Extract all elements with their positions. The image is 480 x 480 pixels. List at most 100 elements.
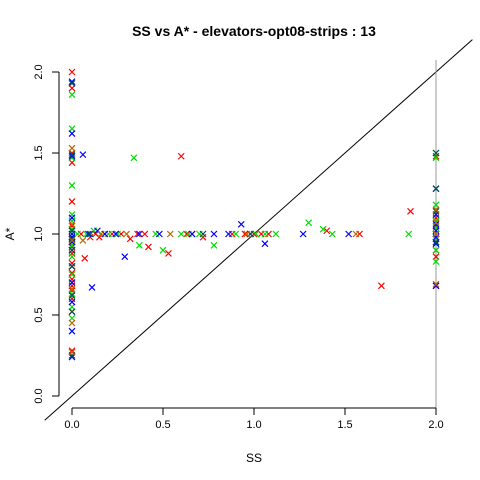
data-point bbox=[68, 347, 76, 355]
data-point bbox=[114, 230, 121, 238]
data-point bbox=[79, 237, 87, 244]
data-point bbox=[68, 181, 76, 189]
data-point bbox=[68, 214, 76, 222]
data-point bbox=[68, 198, 76, 206]
data-point bbox=[319, 225, 327, 233]
data-point bbox=[145, 243, 152, 251]
data-point bbox=[432, 253, 440, 261]
y-tick-label: 0.5 bbox=[33, 307, 45, 322]
data-point bbox=[68, 319, 76, 327]
y-tick-label: 2.0 bbox=[33, 64, 45, 79]
data-point bbox=[68, 269, 76, 277]
y-tick-label: 1.0 bbox=[33, 226, 45, 241]
data-point bbox=[272, 230, 280, 238]
data-point bbox=[79, 151, 87, 159]
data-point bbox=[210, 230, 218, 238]
data-point bbox=[166, 230, 174, 238]
data-point bbox=[252, 230, 260, 238]
data-point bbox=[407, 207, 414, 215]
data-point bbox=[68, 259, 76, 267]
data-point bbox=[112, 230, 120, 238]
data-point bbox=[261, 230, 269, 238]
data-point bbox=[432, 258, 440, 265]
data-point bbox=[432, 154, 440, 162]
data-point bbox=[68, 78, 76, 86]
data-point bbox=[159, 246, 167, 254]
data-point bbox=[432, 185, 440, 193]
data-point bbox=[432, 207, 440, 215]
data-point bbox=[68, 220, 76, 228]
data-point bbox=[432, 206, 440, 214]
y-axis-label: A* bbox=[3, 227, 17, 240]
data-point bbox=[135, 241, 143, 249]
data-point bbox=[68, 348, 76, 356]
data-point bbox=[68, 298, 76, 306]
data-point bbox=[432, 280, 440, 288]
y-axis: 0.0 0.5 1.0 1.5 2.0 A* bbox=[3, 64, 60, 404]
data-point bbox=[377, 282, 385, 290]
data-point bbox=[241, 230, 249, 238]
data-point bbox=[352, 230, 360, 238]
data-point bbox=[432, 246, 440, 254]
data-point bbox=[432, 149, 440, 157]
data-point bbox=[68, 144, 76, 152]
data-point bbox=[130, 154, 138, 162]
data-point bbox=[68, 125, 76, 133]
data-point bbox=[210, 241, 218, 249]
data-point bbox=[345, 230, 353, 238]
data-point bbox=[68, 237, 76, 244]
data-point bbox=[135, 230, 143, 238]
data-point bbox=[432, 201, 440, 209]
data-point bbox=[225, 230, 232, 238]
data-point bbox=[121, 253, 129, 261]
data-point bbox=[123, 230, 131, 238]
x-tick-label: 2.0 bbox=[428, 419, 443, 431]
y-tick-label: 1.5 bbox=[33, 145, 45, 160]
chart-title: SS vs A* - elevators-opt08-strips : 13 bbox=[132, 23, 376, 39]
data-point bbox=[126, 235, 134, 243]
data-point bbox=[237, 220, 245, 228]
data-point bbox=[68, 159, 76, 167]
x-axis-label: SS bbox=[246, 451, 262, 465]
data-point bbox=[323, 227, 331, 235]
x-tick-label: 0.0 bbox=[64, 419, 79, 431]
plot-area bbox=[44, 39, 473, 421]
data-point bbox=[88, 284, 96, 291]
data-point bbox=[432, 240, 440, 248]
data-point bbox=[68, 246, 76, 254]
data-point bbox=[68, 314, 76, 322]
data-point bbox=[68, 253, 76, 261]
data-point bbox=[97, 230, 105, 238]
x-tick-label: 0.5 bbox=[155, 419, 170, 431]
data-point bbox=[68, 308, 76, 316]
data-point bbox=[68, 79, 76, 87]
data-points bbox=[68, 68, 440, 361]
data-point bbox=[261, 240, 269, 248]
data-point bbox=[141, 230, 149, 238]
data-point bbox=[68, 225, 76, 233]
data-point bbox=[432, 238, 440, 246]
x-ticks: 0.0 0.5 1.0 1.5 2.0 bbox=[64, 408, 444, 431]
data-point bbox=[68, 290, 76, 298]
data-point bbox=[68, 84, 76, 92]
data-point bbox=[155, 230, 163, 238]
data-point bbox=[68, 152, 76, 160]
identity-line bbox=[44, 39, 473, 421]
data-point bbox=[232, 230, 240, 238]
y-tick-label: 0.0 bbox=[33, 388, 45, 403]
data-point bbox=[68, 353, 76, 361]
data-point bbox=[68, 303, 76, 311]
y-ticks: 0.0 0.5 1.0 1.5 2.0 bbox=[33, 64, 59, 404]
data-point bbox=[68, 91, 76, 99]
data-point bbox=[243, 230, 251, 238]
data-point bbox=[183, 230, 191, 238]
data-point bbox=[432, 219, 440, 227]
data-point bbox=[68, 130, 76, 137]
data-point bbox=[177, 230, 185, 238]
data-point bbox=[68, 279, 76, 287]
data-point bbox=[68, 292, 76, 299]
data-point bbox=[432, 220, 440, 228]
data-point bbox=[68, 271, 76, 278]
data-point bbox=[199, 230, 207, 238]
